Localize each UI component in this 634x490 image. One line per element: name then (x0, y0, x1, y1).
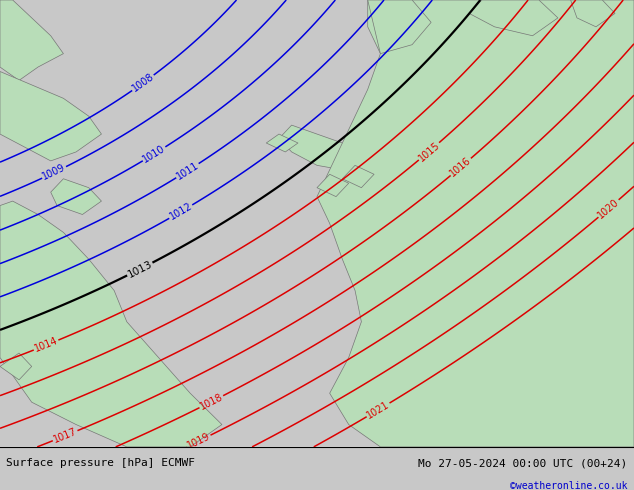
Text: 1015: 1015 (417, 140, 442, 163)
Text: 1009: 1009 (41, 163, 67, 182)
Text: 1012: 1012 (167, 201, 194, 222)
Text: 1010: 1010 (141, 143, 167, 165)
Text: 1017: 1017 (52, 426, 79, 445)
Text: Mo 27-05-2024 00:00 UTC (00+24): Mo 27-05-2024 00:00 UTC (00+24) (418, 458, 628, 468)
Text: 1016: 1016 (448, 155, 474, 179)
Text: 1013: 1013 (126, 259, 154, 279)
Text: Surface pressure [hPa] ECMWF: Surface pressure [hPa] ECMWF (6, 458, 195, 468)
Text: 1011: 1011 (174, 160, 200, 181)
Text: 1019: 1019 (185, 431, 212, 451)
Text: 1014: 1014 (33, 336, 60, 354)
Text: 1020: 1020 (596, 196, 621, 220)
Text: 1008: 1008 (130, 72, 156, 94)
Text: 1021: 1021 (365, 399, 391, 420)
Text: ©weatheronline.co.uk: ©weatheronline.co.uk (510, 481, 628, 490)
Text: 1018: 1018 (198, 392, 224, 412)
